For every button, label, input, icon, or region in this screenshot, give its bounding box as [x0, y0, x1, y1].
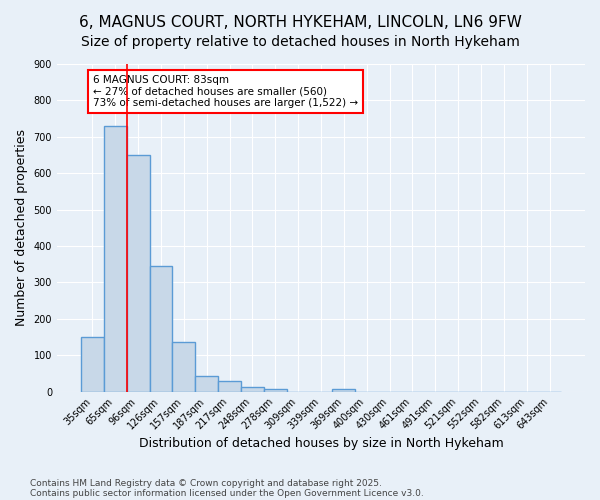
Bar	[218, 380, 241, 392]
X-axis label: Distribution of detached houses by size in North Hykeham: Distribution of detached houses by size …	[139, 437, 503, 450]
Bar	[241, 387, 264, 392]
Bar	[104, 126, 127, 392]
Bar	[264, 389, 287, 392]
Bar	[332, 389, 355, 392]
Text: 6 MAGNUS COURT: 83sqm
← 27% of detached houses are smaller (560)
73% of semi-det: 6 MAGNUS COURT: 83sqm ← 27% of detached …	[93, 75, 358, 108]
Text: Size of property relative to detached houses in North Hykeham: Size of property relative to detached ho…	[80, 35, 520, 49]
Bar	[149, 266, 172, 392]
Y-axis label: Number of detached properties: Number of detached properties	[15, 130, 28, 326]
Bar	[127, 155, 149, 392]
Text: 6, MAGNUS COURT, NORTH HYKEHAM, LINCOLN, LN6 9FW: 6, MAGNUS COURT, NORTH HYKEHAM, LINCOLN,…	[79, 15, 521, 30]
Bar	[172, 342, 195, 392]
Text: Contains HM Land Registry data © Crown copyright and database right 2025.: Contains HM Land Registry data © Crown c…	[30, 478, 382, 488]
Bar	[195, 376, 218, 392]
Bar	[81, 337, 104, 392]
Text: Contains public sector information licensed under the Open Government Licence v3: Contains public sector information licen…	[30, 488, 424, 498]
